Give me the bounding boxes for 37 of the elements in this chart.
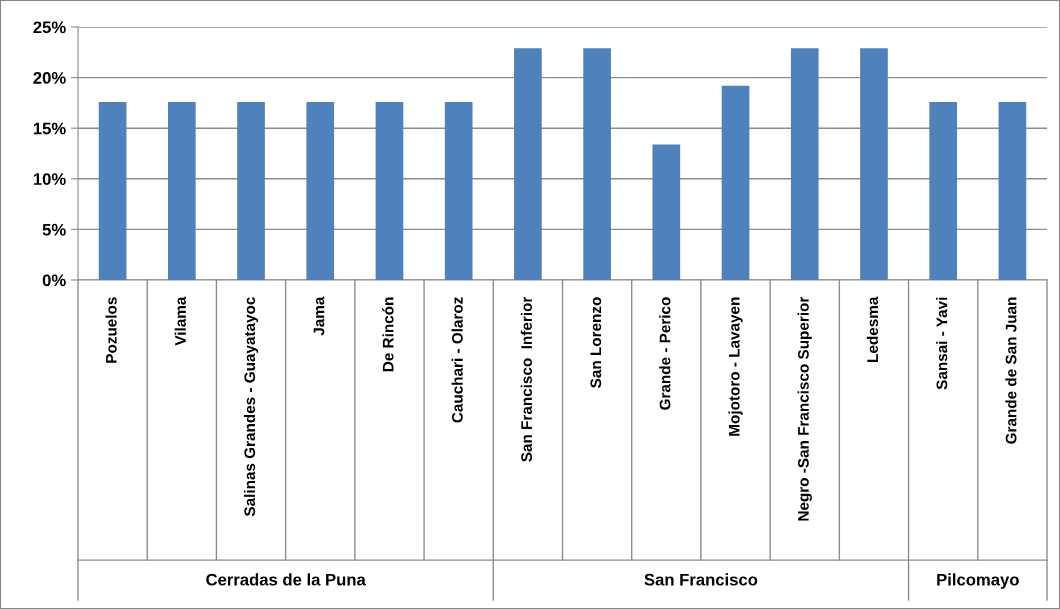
x-tick-label: Vilama [174, 296, 186, 346]
bar [790, 48, 819, 280]
text: Cerradas de la Puna [206, 573, 366, 586]
x-tick-label: Negro -San Francisco Superior [797, 296, 812, 521]
text: San Francisco [644, 573, 758, 586]
x-tick-label: Cauchari - Olaroz [451, 297, 463, 423]
bar [583, 48, 611, 280]
x-tick-label: San Lorenzo [590, 297, 602, 388]
bar [998, 101, 1027, 280]
x-tick-label: Grande - Perico [659, 297, 671, 410]
x-tick-label: Grande de San Juan [1005, 297, 1017, 444]
y-tick-label: 25% [33, 21, 66, 34]
y-tick-label: 5% [42, 223, 66, 236]
text: Pilcomayo [937, 573, 1019, 589]
bar [721, 85, 750, 280]
y-tick-label: 20% [33, 72, 66, 84]
y-tick-label: 15% [33, 122, 66, 135]
y-tick-label: 10% [33, 173, 66, 185]
bar [444, 101, 473, 280]
x-tick-label: Mojotoro - Lavayen [728, 297, 743, 436]
bar [98, 101, 127, 280]
bar [237, 101, 265, 280]
x-tick-label: Pozuelos [105, 297, 117, 363]
x-tick-label: San Francisco Inferior [520, 296, 532, 462]
x-tick-label: Jama [313, 296, 325, 336]
x-tick-label: Ledesma [866, 296, 879, 362]
bar [652, 144, 681, 280]
bar [860, 48, 888, 280]
bar [375, 101, 404, 280]
bar [929, 101, 958, 280]
x-tick-label: Salinas Grandes - Guayatayoc [243, 297, 259, 517]
bar [514, 48, 542, 280]
x-tick-label: Sansai - Yavi [936, 297, 948, 390]
y-tick-label: 0% [42, 274, 66, 287]
bar [167, 101, 196, 280]
x-tick-label: De Rincón [382, 297, 394, 372]
bar [306, 101, 335, 280]
